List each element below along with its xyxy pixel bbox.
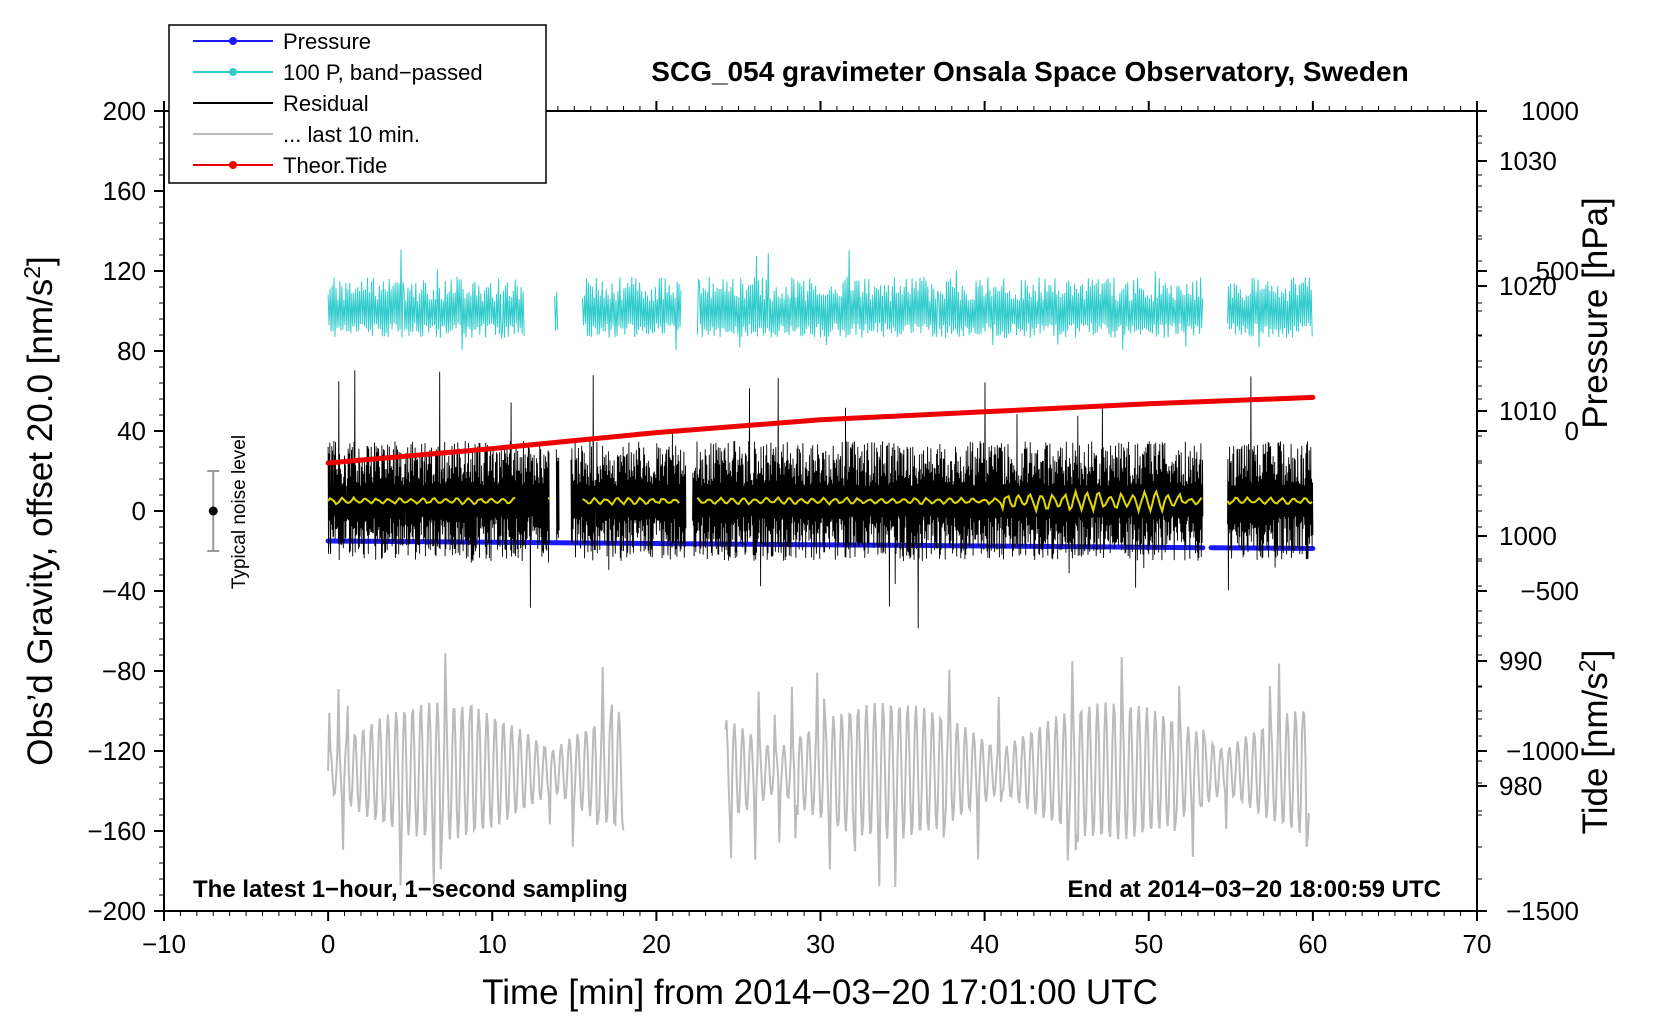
y-tick-label: −200 [87,896,146,926]
legend-label: Theor.Tide [283,153,387,178]
plot-area [325,249,1316,888]
tide-tick-label: −1000 [1506,736,1579,766]
pressure-tick-label: 1020 [1499,271,1557,301]
x-axis-label: Time [min] from 2014−03−20 17:01:00 UTC [482,973,1158,1012]
x-tick-label: 20 [642,929,671,959]
pressure-tick-label: 1000 [1499,521,1557,551]
legend-marker [229,161,237,169]
legend-label: Pressure [283,29,371,54]
legend-items: Pressure 100 P, band−passed Residual ... la… [193,29,483,178]
annotation-bottom-left: The latest 1−hour, 1−second sampling [193,876,628,903]
y-axis-label-left-sup: 2 [19,266,45,279]
annotation-bottom-right: End at 2014−03−20 18:00:59 UTC [1067,876,1441,903]
x-tick-label: 30 [806,929,835,959]
pressure-tick-label: 1010 [1499,396,1557,426]
x-tick-label: 10 [478,929,507,959]
legend: Pressure 100 P, band−passed Residual ... la… [168,24,547,184]
y-tick-label: 200 [103,96,146,126]
y-tick-label: −80 [102,656,146,686]
x-tick-label: 70 [1463,929,1492,959]
y-axis-label-left-main: Obs’d Gravity, offset 20.0 [nm/s [21,279,60,766]
x-tick-label: 50 [1134,929,1163,959]
y-axis-label-tide: Tide [nm/s2] [1574,650,1615,835]
series-theoretical-tide [325,394,1316,466]
y-axis-label-pressure: Pressure [hPa] [1576,197,1615,429]
legend-marker [229,37,237,45]
noise-level-indicator: Typical noise level [207,435,250,589]
x-tick-label: 60 [1298,929,1327,959]
series-residual [327,370,1314,629]
tide-tick-label: −500 [1520,576,1579,606]
series-residual-smoothed [327,487,1313,516]
y-axis-label-left-tail: ] [21,256,60,266]
y-axis-label-left: Obs’d Gravity, offset 20.0 [nm/s2] [19,256,60,766]
pressure-tick-label: 980 [1499,771,1542,801]
x-tick-label: 40 [970,929,999,959]
series-bandpassed-pressure [327,249,1313,351]
y-axis-label-tide-tail: ] [1576,650,1615,660]
y-tick-label: −120 [87,736,146,766]
noise-level-center-dot [208,506,218,516]
tide-tick-label: 0 [1565,416,1579,446]
noise-level-label: Typical noise level [229,435,250,589]
legend-label: Residual [283,91,369,116]
y-tick-label: −40 [102,576,146,606]
y-tick-label: 160 [103,176,146,206]
tide-tick-label: −1500 [1506,896,1579,926]
y-tick-label: 80 [117,336,146,366]
legend-marker [229,68,237,76]
y-tick-label: 120 [103,256,146,286]
pressure-tick-label: 1030 [1499,146,1557,176]
x-tick-label: 0 [321,929,335,959]
legend-label: ... last 10 min. [283,122,420,147]
series-last-10-min [327,653,1310,888]
y-axis-label-tide-main: Tide [nm/s [1576,672,1615,834]
legend-label: 100 P, band−passed [283,60,483,85]
y-tick-label: 0 [132,496,146,526]
y-tick-label: −160 [87,816,146,846]
x-tick-label: −10 [142,929,186,959]
tide-tick-label: 1000 [1521,96,1579,126]
axes: −10 0 10 20 30 40 50 60 70−200−160−120−80−400408… [87,96,1579,959]
y-tick-label: 40 [117,416,146,446]
pressure-tick-label: 990 [1499,646,1542,676]
tide-tick-label: 500 [1536,256,1579,286]
y-axis-label-tide-sup: 2 [1574,659,1600,672]
chart-title: SCG_054 gravimeter Onsala Space Observat… [651,56,1408,87]
